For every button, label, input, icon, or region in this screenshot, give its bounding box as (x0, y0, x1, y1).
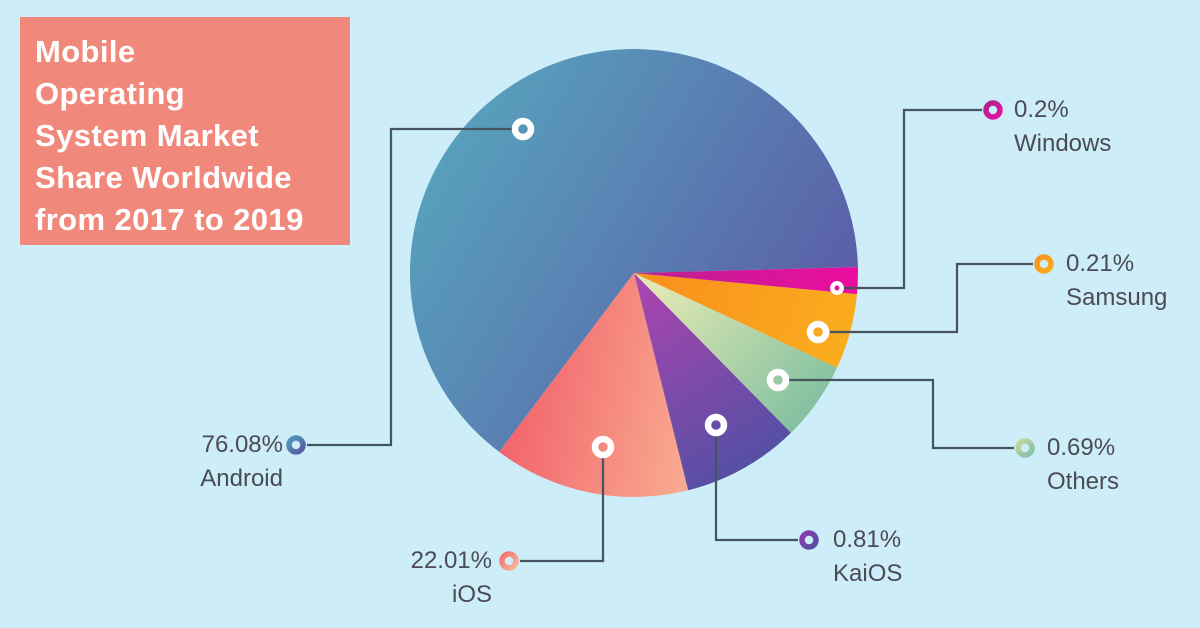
callout-line-others (789, 378, 1014, 450)
pie-slice-others (634, 273, 837, 433)
title-line: Mobile (35, 34, 136, 69)
pie-slice-windows (634, 267, 858, 295)
callout-android: 76.08% Android (200, 428, 283, 496)
title-box: Mobile Operating System Market Share Wor… (20, 17, 350, 245)
title-line: from 2017 to 2019 (35, 202, 304, 237)
title-line: Operating (35, 76, 186, 111)
legend-ring-ios (499, 551, 519, 571)
kaios-name-label: KaiOS (833, 560, 903, 587)
callout-windows: 0.2% Windows (1014, 93, 1111, 161)
callout-line-kaios (714, 436, 798, 542)
callout-others: 0.69% Others (1047, 431, 1119, 499)
callout-line-android (307, 127, 512, 447)
samsung-value-label: 0.21% (1066, 250, 1135, 277)
pie-slice-kaios (634, 273, 791, 491)
kaios-value-label: 0.81% (833, 526, 902, 553)
android-value-label: 76.08% (201, 431, 283, 458)
windows-name-label: Windows (1014, 130, 1112, 157)
samsung-name-label: Samsung (1066, 284, 1168, 311)
legend-ring-kaios (799, 530, 819, 550)
title-line: System Market (35, 118, 260, 153)
others-name-label: Others (1047, 468, 1120, 495)
legend-ring-windows (983, 100, 1003, 120)
pie-slice-samsung (634, 273, 857, 368)
callout-samsung: 0.21% Samsung (1066, 247, 1167, 315)
windows-value-label: 0.2% (1014, 96, 1069, 123)
android-name-label: Android (200, 465, 283, 492)
slice-marker-samsung (806, 320, 830, 344)
callout-ios: 22.01% iOS (411, 544, 492, 612)
slice-marker-others (766, 368, 790, 392)
callout-line-windows (844, 108, 982, 290)
slice-marker-kaios (704, 413, 728, 437)
pie-slice-android (409, 48, 858, 452)
callout-line-samsung (830, 262, 1033, 334)
slice-marker-windows (830, 281, 844, 295)
legend-ring-others (1015, 438, 1035, 458)
legend-ring-samsung (1034, 254, 1054, 274)
ios-name-label: iOS (451, 581, 492, 608)
slice-marker-android (511, 117, 535, 141)
legend-ring-android (286, 435, 306, 455)
ios-value-label: 22.01% (410, 547, 492, 574)
others-value-label: 0.69% (1047, 434, 1116, 461)
slice-marker-ios (591, 435, 615, 459)
pie-slice-ios (499, 273, 689, 497)
callout-line-ios (520, 458, 605, 563)
title-line: Share Worldwide (35, 160, 292, 195)
callout-kaios: 0.81% KaiOS (833, 523, 902, 591)
